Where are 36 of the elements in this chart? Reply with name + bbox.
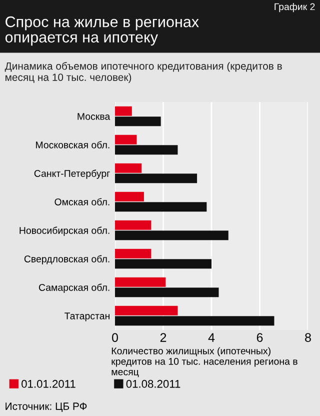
bar	[115, 174, 198, 184]
chart-title: Спрос на жилье в регионах опирается на ипотеку	[5, 16, 199, 46]
bar	[115, 306, 178, 316]
bar	[115, 288, 219, 298]
y-tick-label: Татарстан	[64, 312, 110, 322]
y-tick-label: Самарская обл.	[38, 284, 110, 293]
bar	[115, 116, 161, 126]
bar	[115, 106, 132, 116]
bar	[115, 259, 212, 269]
x-tick-label: 2	[160, 333, 166, 342]
x-tick-label: 8	[305, 333, 311, 342]
chart-subtitle: Динамика объемов ипотечного кредитования (кредитов в месяц на 10 тыс. человек)	[4, 62, 282, 84]
y-tick-label: Свердловская обл.	[24, 255, 110, 264]
bar	[115, 248, 152, 258]
bar	[115, 220, 152, 230]
x-tick-label: 0	[112, 333, 118, 342]
x-axis-title: Количество жилищных (ипотечных) кредитов на 10 тыс. населения региона в месяц	[112, 347, 298, 378]
bar	[115, 134, 137, 144]
legend-label: 01.01.2011	[22, 380, 76, 388]
y-tick-label: Новосибирская обл.	[20, 226, 110, 236]
y-tick-label: Москва	[78, 113, 110, 120]
bar	[115, 163, 142, 173]
text: Источник: ЦБ РФ	[6, 402, 87, 412]
y-tick-label: Санкт-Петербург	[34, 170, 110, 179]
bar	[115, 145, 178, 155]
bar	[115, 316, 274, 326]
y-tick-label: Омская обл.	[54, 198, 110, 206]
y-tick-label: Московская обл.	[36, 141, 110, 148]
bar	[115, 192, 144, 202]
bar	[115, 277, 166, 287]
x-tick-label: 4	[208, 333, 215, 342]
bar	[115, 230, 228, 240]
legend-label: 01.08.2011	[126, 380, 180, 388]
text: График 2	[274, 3, 315, 12]
x-tick-label: 6	[256, 333, 263, 342]
bar	[115, 202, 207, 212]
